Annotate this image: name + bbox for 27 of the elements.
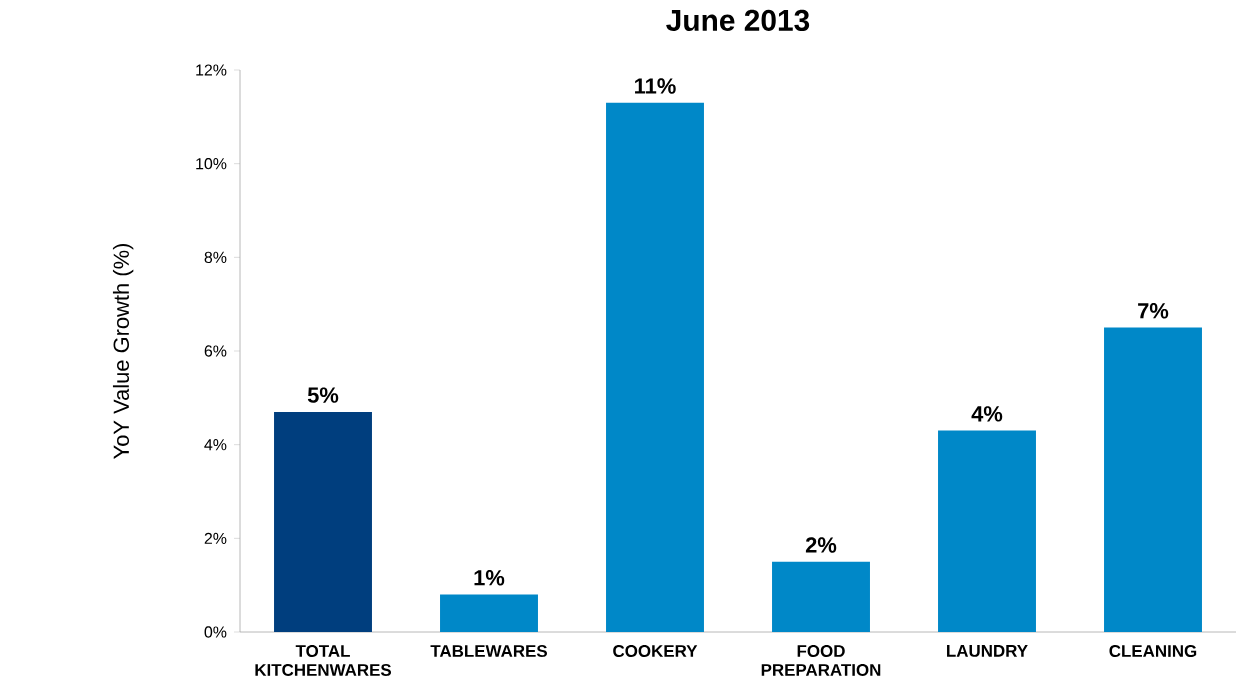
- x-tick-label: TOTAL KITCHENWARES: [255, 645, 392, 676]
- bar: [1104, 327, 1202, 632]
- chart-title: June 2013: [666, 9, 810, 32]
- y-tick-label: 10%: [196, 158, 227, 170]
- y-tick-label: 2%: [204, 532, 227, 544]
- bar: [938, 430, 1036, 632]
- bar: [274, 411, 372, 632]
- x-tick-label: CLEANING: [1109, 645, 1197, 658]
- y-tick-label: 12%: [196, 64, 227, 76]
- y-tick-label: 4%: [204, 439, 227, 451]
- x-tick-label: FOOD PREPARATION: [761, 645, 881, 676]
- y-axis-title: YoY Value Growth (%): [112, 243, 134, 459]
- data-label: 1%: [474, 570, 505, 586]
- x-tick-label: TABLEWARES: [430, 645, 547, 658]
- y-tick-label: 6%: [204, 345, 227, 357]
- data-label: 7%: [1138, 303, 1169, 319]
- x-tick-label: COOKERY: [613, 645, 698, 658]
- bar: [606, 102, 704, 632]
- data-label: 2%: [805, 537, 837, 553]
- bar: [440, 594, 538, 632]
- y-tick-label: 0%: [204, 626, 227, 638]
- data-label: 11%: [635, 78, 676, 94]
- data-label: 4%: [971, 406, 1003, 422]
- y-tick-label: 8%: [204, 251, 227, 263]
- x-tick-label: LAUNDRY: [947, 645, 1028, 657]
- bar: [772, 561, 870, 632]
- data-label: 5%: [307, 387, 339, 403]
